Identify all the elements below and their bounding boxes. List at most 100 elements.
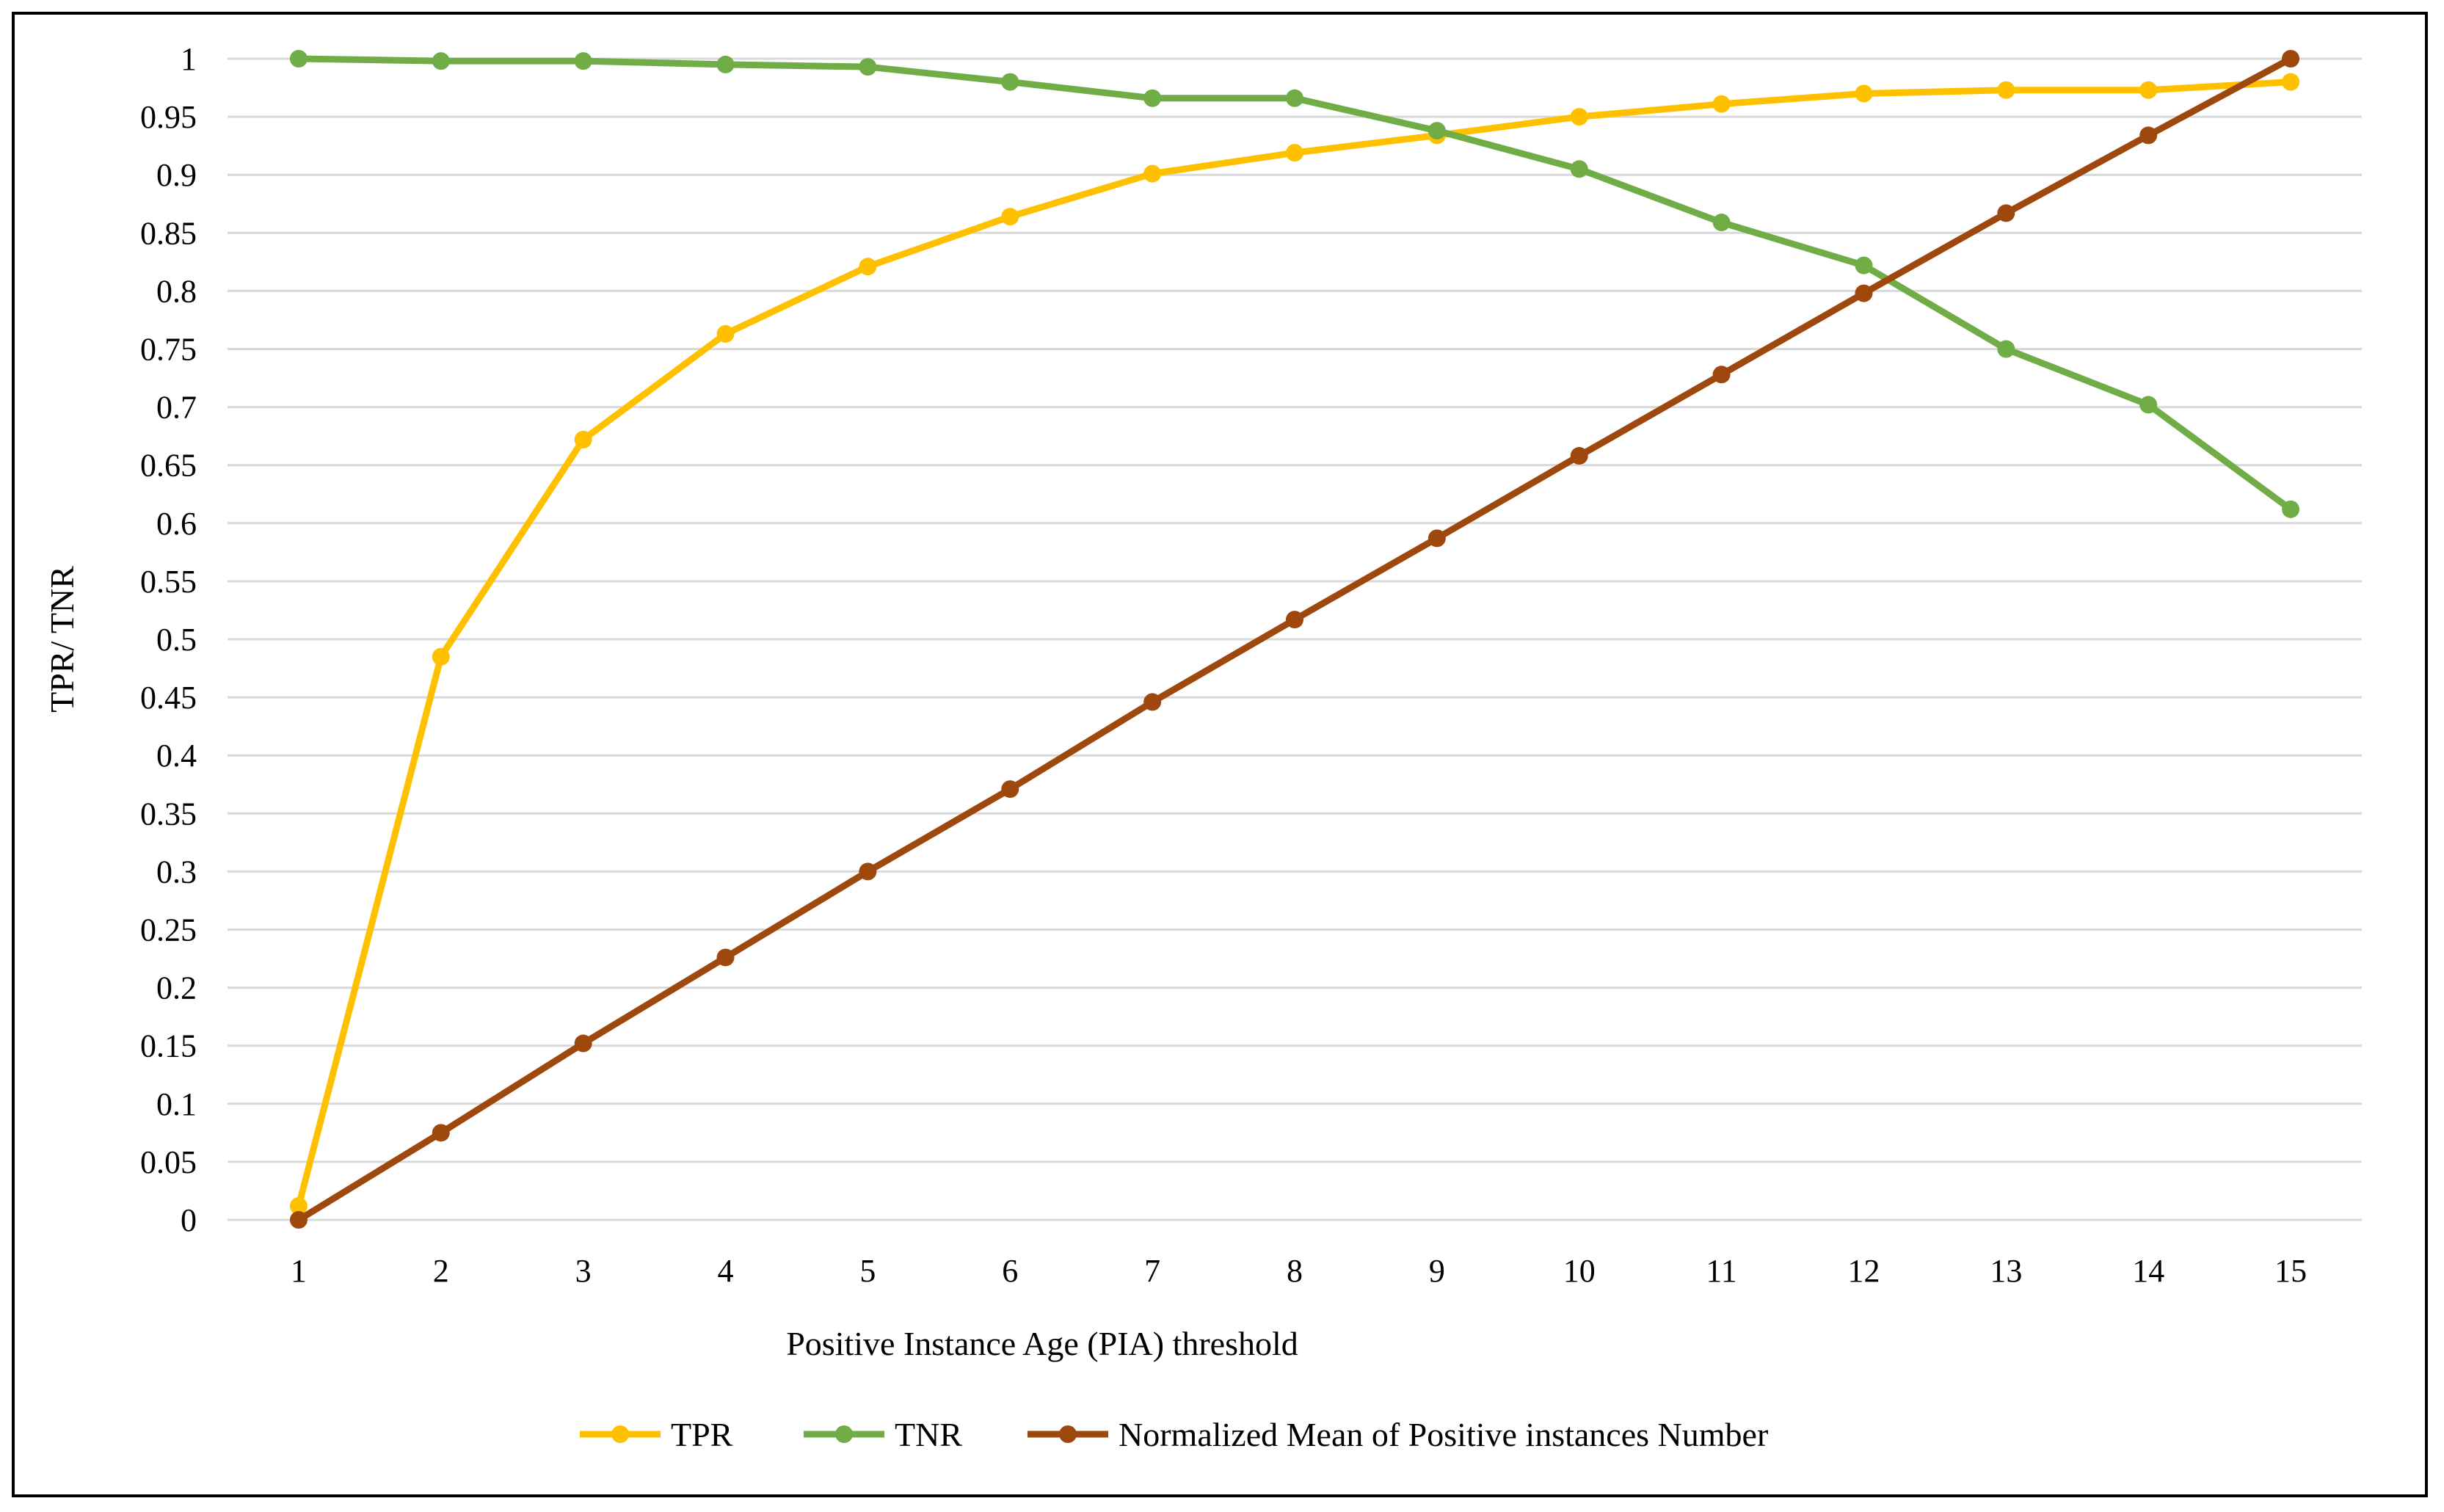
x-tick-label: 9 <box>1429 1253 1445 1289</box>
data-point <box>1143 89 1162 107</box>
y-tick-label: 0.7 <box>156 390 197 426</box>
x-tick-label: 7 <box>1144 1253 1160 1289</box>
data-point <box>859 862 877 881</box>
y-tick-label: 0.4 <box>156 738 197 774</box>
x-tick-label: 10 <box>1563 1253 1596 1289</box>
x-tick-label: 5 <box>859 1253 876 1289</box>
x-axis-tick-labels: 1 2 3 4 5 6 7 8 9 10 11 12 13 14 15 <box>291 1253 2307 1289</box>
y-tick-label: 0.15 <box>140 1028 197 1064</box>
legend-swatch-marker <box>611 1425 629 1443</box>
data-point <box>1001 208 1019 226</box>
data-point <box>1570 160 1588 178</box>
x-tick-label: 13 <box>1990 1253 2022 1289</box>
y-tick-label: 0.3 <box>156 854 197 890</box>
data-point <box>1286 611 1303 629</box>
series-1 <box>289 73 2300 1215</box>
x-tick-label: 15 <box>2274 1253 2307 1289</box>
data-point <box>432 647 450 666</box>
legend-swatch-marker <box>1059 1425 1077 1443</box>
data-point <box>2139 396 2158 414</box>
y-tick-label: 0.8 <box>156 273 197 309</box>
data-point <box>289 1211 308 1229</box>
y-tick-label: 0.85 <box>140 215 197 251</box>
data-point <box>289 50 308 68</box>
y-tick-label: 0 <box>181 1202 197 1238</box>
y-tick-label: 0.35 <box>140 796 197 832</box>
legend-item: TNR <box>804 1416 962 1453</box>
data-point <box>1143 693 1162 711</box>
data-point <box>2282 73 2300 91</box>
x-tick-label: 14 <box>2132 1253 2164 1289</box>
data-point <box>1712 95 1731 113</box>
data-point <box>1001 780 1019 799</box>
data-point <box>574 52 592 70</box>
gridlines <box>228 57 2362 1221</box>
y-tick-label: 0.75 <box>140 332 197 368</box>
series-2 <box>289 50 2300 518</box>
legend: TPR TNR Normalized Mean of Positive instan… <box>580 1416 1768 1453</box>
x-tick-label: 6 <box>1002 1253 1018 1289</box>
data-point <box>859 258 877 276</box>
x-tick-label: 11 <box>1706 1253 1736 1289</box>
x-tick-label: 8 <box>1287 1253 1303 1289</box>
y-tick-label: 0.6 <box>156 506 197 542</box>
data-point <box>574 1034 592 1053</box>
y-tick-label: 1 <box>181 41 197 77</box>
x-tick-label: 4 <box>718 1253 734 1289</box>
y-tick-label: 0.9 <box>156 157 197 193</box>
data-point <box>859 58 877 76</box>
series-line <box>295 55 2294 513</box>
data-point <box>289 1197 308 1215</box>
data-point <box>1997 81 2015 99</box>
data-point <box>1570 108 1588 126</box>
legend-label: Normalized Mean of Positive instances Nu… <box>1119 1416 1768 1453</box>
data-point <box>1712 214 1731 232</box>
data-point <box>2139 126 2158 145</box>
data-point <box>432 1124 450 1142</box>
legend-swatch-marker <box>835 1425 853 1443</box>
x-axis-title: Positive Instance Age (PIA) threshold <box>786 1325 1298 1362</box>
y-tick-label: 0.2 <box>156 970 197 1006</box>
y-tick-label: 0.65 <box>140 448 197 484</box>
series-3 <box>289 50 2300 1229</box>
y-axis-title: TPR/ TNR <box>43 566 81 713</box>
data-point <box>1286 144 1303 162</box>
data-point <box>1997 204 2015 222</box>
data-point <box>1855 284 1873 302</box>
x-tick-label: 1 <box>291 1253 307 1289</box>
data-point <box>716 948 735 967</box>
y-tick-label: 0.25 <box>140 912 197 948</box>
data-point <box>2139 81 2158 99</box>
y-tick-label: 0.1 <box>156 1086 197 1122</box>
y-tick-label: 0.05 <box>140 1144 197 1180</box>
y-tick-label: 0.55 <box>140 564 197 600</box>
data-point <box>2282 50 2300 68</box>
data-point <box>574 430 592 448</box>
y-axis-tick-labels: 0 0.05 0.1 0.15 0.2 0.25 0.3 0.35 0.4 0.45 0.5 0.55… <box>140 41 197 1238</box>
data-point <box>716 324 735 343</box>
data-point <box>1428 122 1446 140</box>
legend-label: TNR <box>895 1416 962 1453</box>
legend-item: TPR <box>580 1416 733 1453</box>
chart-frame: 0 0.05 0.1 0.15 0.2 0.25 0.3 0.35 0.4 0.45 0.5 0.55… <box>12 12 2428 1497</box>
legend-item: Normalized Mean of Positive instances Nu… <box>1028 1416 1768 1453</box>
data-point <box>1570 447 1588 465</box>
data-point <box>716 55 735 73</box>
y-tick-label: 0.5 <box>156 622 197 658</box>
x-tick-label: 2 <box>433 1253 449 1289</box>
data-point <box>1712 366 1731 384</box>
line-chart: 0 0.05 0.1 0.15 0.2 0.25 0.3 0.35 0.4 0.45 0.5 0.55… <box>43 41 2362 1453</box>
data-point <box>2282 500 2300 518</box>
legend-label: TPR <box>671 1416 733 1453</box>
data-point <box>1855 84 1873 103</box>
data-point <box>1143 164 1162 183</box>
y-tick-label: 0.95 <box>140 99 197 135</box>
series-lines <box>289 50 2300 1229</box>
data-point <box>432 52 450 70</box>
data-point <box>1001 73 1019 91</box>
y-tick-label: 0.45 <box>140 680 197 716</box>
x-tick-label: 12 <box>1847 1253 1880 1289</box>
data-point <box>1428 529 1446 548</box>
data-point <box>1997 340 2015 358</box>
data-point <box>1286 89 1303 107</box>
